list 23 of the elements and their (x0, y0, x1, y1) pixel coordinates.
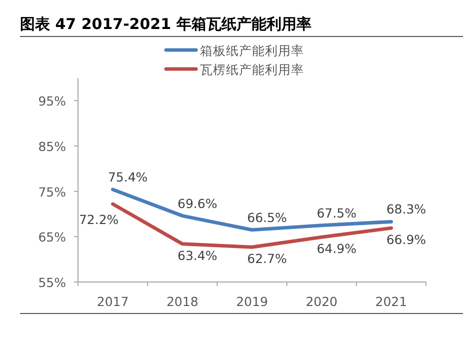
x-tick-label: 2021 (375, 294, 408, 309)
data-label: 75.4% (108, 170, 148, 185)
legend-label: 箱板纸产能利用率 (200, 43, 304, 58)
data-label: 68.3% (386, 202, 426, 217)
data-label: 67.5% (316, 205, 357, 220)
y-tick-label: 55% (38, 275, 66, 290)
data-label: 62.7% (247, 251, 287, 266)
x-tick-label: 2019 (236, 294, 268, 309)
y-tick-label: 65% (38, 230, 66, 245)
x-tick-label: 2018 (166, 294, 198, 309)
y-tick-label: 75% (38, 184, 66, 200)
y-tick-label: 95% (38, 94, 66, 109)
x-tick-label: 2020 (306, 294, 338, 309)
data-label: 63.4% (178, 248, 218, 263)
data-label: 69.6% (178, 196, 218, 211)
x-tick-label: 2017 (96, 294, 129, 309)
data-label: 66.5% (247, 210, 287, 225)
legend-label: 瓦楞纸产能利用率 (200, 62, 304, 77)
data-label: 72.2% (78, 212, 119, 228)
data-label: 66.9% (386, 232, 426, 248)
data-label: 64.9% (316, 241, 357, 256)
y-tick-label: 85% (38, 139, 66, 154)
chart-title: 图表 47 2017-2021 年箱瓦纸产能利用率 (20, 15, 312, 33)
